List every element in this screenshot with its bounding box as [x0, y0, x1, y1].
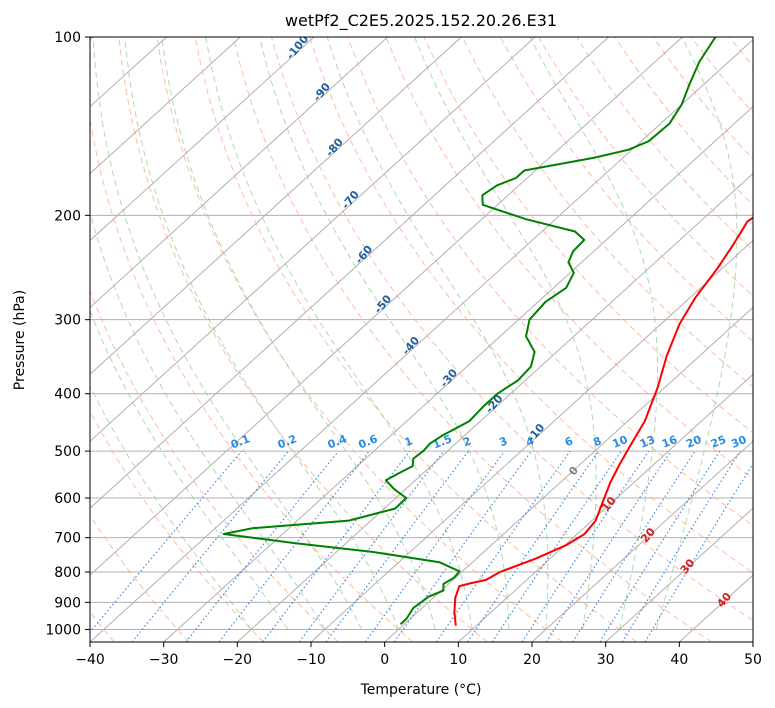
- y-tick-label: 800: [54, 565, 81, 581]
- isotherm-line: [90, 37, 462, 375]
- mixing-ratio-line: [90, 450, 243, 634]
- mixing-ratio-line: [572, 450, 696, 642]
- mixing-ratio-label: 25: [709, 433, 728, 451]
- y-axis: 1000 900 800 700 600 500 400 300 200 100: [45, 30, 90, 638]
- x-tick-label: 50: [744, 652, 762, 668]
- isotherm-line: [90, 37, 610, 509]
- x-tick-label: 40: [670, 652, 688, 668]
- mixing-ratio-label: 1: [403, 434, 415, 449]
- moist-adiabat-line: [92, 37, 363, 630]
- mixing-ratio-line: [131, 450, 289, 642]
- mixing-ratio-label: 13: [638, 433, 657, 451]
- mixing-ratio-line: [364, 450, 506, 642]
- dry-adiabat-line: [194, 37, 638, 642]
- profile-series: [222, 37, 753, 626]
- moist-adiabat-line: [90, 309, 289, 630]
- y-tick-label: 600: [54, 491, 81, 507]
- mixing-ratio-line: [521, 450, 650, 642]
- chart-title: wetPf2_C2E5.2025.152.20.26.E31: [285, 11, 557, 31]
- mixing-ratio-line: [185, 450, 339, 642]
- dry-adiabat-line: [270, 37, 753, 621]
- y-tick-label: 400: [54, 387, 81, 403]
- y-tick-label: 700: [54, 531, 81, 547]
- moist-adiabat-line: [259, 37, 510, 630]
- dry-adiabat-line: [156, 37, 563, 642]
- plot-background-lines: [90, 37, 753, 642]
- y-tick-label: 500: [54, 444, 81, 460]
- mixing-ratio-line: [435, 450, 571, 642]
- mixing-ratio-line: [325, 450, 469, 642]
- moist-adiabat-line: [414, 37, 597, 630]
- mixing-ratio-line: [621, 450, 741, 642]
- isotherm-line: [90, 37, 241, 175]
- mixing-ratio-label: 8: [591, 434, 603, 449]
- moist-adiabat-line: [90, 384, 252, 630]
- isotherm-line: [90, 37, 683, 576]
- y-tick-label: 900: [54, 595, 81, 611]
- isotherm-line: [605, 507, 753, 642]
- x-tick-label: −20: [223, 652, 253, 668]
- dry-adiabat-line: [538, 37, 753, 297]
- dry-adiabat-line: [232, 37, 712, 642]
- mixing-ratio-line: [491, 450, 622, 642]
- x-axis-title: Temperature (°C): [360, 682, 482, 698]
- moist-adiabat-line: [655, 37, 738, 630]
- moist-adiabat-line: [326, 37, 549, 630]
- dewpoint-line: [222, 37, 717, 625]
- isotherm-line: [457, 373, 753, 642]
- x-tick-label: 20: [523, 652, 541, 668]
- isotherm-line: [531, 440, 753, 642]
- x-tick-label: 0: [380, 652, 389, 668]
- moist-adiabat-line: [205, 37, 473, 630]
- x-tick-label: −40: [75, 652, 105, 668]
- mixing-ratio-line: [545, 450, 672, 642]
- mixing-ratio-label: 16: [660, 433, 679, 451]
- x-axis: −40 −30 −20 −10 0 10 20 30 40 50: [75, 642, 762, 668]
- dry-adiabat-line: [90, 116, 414, 642]
- mixing-ratio-label: 3: [497, 434, 509, 449]
- dry-adiabat-line: [423, 37, 753, 434]
- dry-adiabat-line: [347, 37, 753, 527]
- mixing-ratio-line: [298, 450, 445, 642]
- x-tick-label: −30: [149, 652, 179, 668]
- isotherm-line: [90, 39, 753, 642]
- isotherm-line: [310, 239, 753, 642]
- y-axis-title: Pressure (hPa): [12, 290, 28, 390]
- isotherm-line: [236, 172, 753, 642]
- moist-adiabat-line: [124, 37, 399, 630]
- y-tick-label: 100: [54, 30, 81, 46]
- mixing-ratio-label: 36: [750, 433, 769, 451]
- dry-adiabat-line: [90, 410, 264, 642]
- moist-adiabat-line: [529, 37, 658, 630]
- dry-adiabat-line: [118, 37, 488, 642]
- x-tick-label: 10: [449, 652, 467, 668]
- dry-adiabat-line: [385, 37, 753, 480]
- mixing-ratio-line: [467, 450, 600, 642]
- isotherm-line: [90, 37, 315, 242]
- plot-frame: [89, 36, 754, 643]
- moist-adiabat-line: [161, 37, 436, 630]
- isotherm-line: [90, 37, 389, 309]
- y-tick-label: 200: [54, 208, 81, 224]
- mixing-ratio-label: 10: [611, 433, 630, 451]
- mixing-ratio-line: [644, 462, 753, 642]
- x-tick-label: 30: [597, 652, 615, 668]
- dry-adiabat-line: [576, 37, 753, 251]
- isotherm-line: [90, 37, 536, 442]
- y-tick-label: 1000: [45, 622, 81, 638]
- mixing-ratio-label: 20: [684, 433, 703, 451]
- temperature-line: [453, 216, 753, 626]
- dry-adiabat-line: [90, 289, 339, 642]
- mixing-ratio-label: 30: [729, 433, 748, 451]
- mixing-ratio-label: 2: [461, 434, 473, 449]
- x-tick-label: −10: [296, 652, 326, 668]
- y-tick-label: 300: [54, 313, 81, 329]
- mixing-ratio-line: [393, 450, 532, 642]
- dry-adiabat-line: [309, 37, 753, 574]
- isotherm-line: [384, 306, 753, 642]
